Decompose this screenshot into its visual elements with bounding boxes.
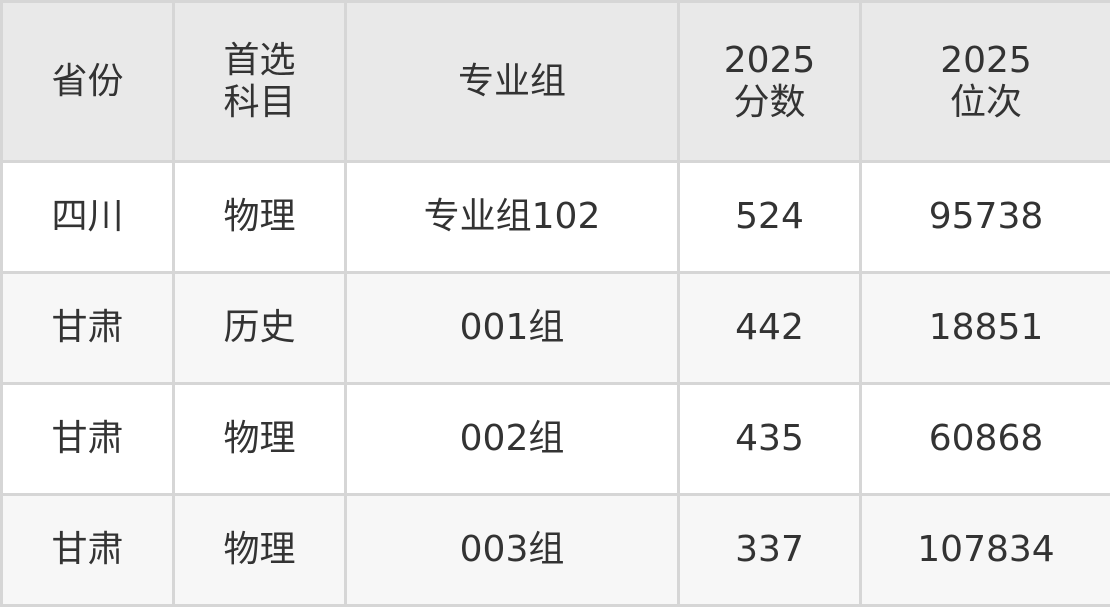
cell-rank: 18851 (861, 273, 1110, 384)
cell-score: 524 (679, 162, 861, 273)
header-line: 位次 (950, 82, 1022, 123)
cell-group: 001组 (346, 273, 679, 384)
cell-rank: 95738 (861, 162, 1110, 273)
table-row: 甘肃 物理 003组 337 107834 (2, 495, 1110, 606)
cell-rank: 60868 (861, 384, 1110, 495)
cell-group: 专业组102 (346, 162, 679, 273)
header-line: 2025 (940, 40, 1032, 81)
cell-subject: 物理 (174, 384, 346, 495)
cell-rank: 107834 (861, 495, 1110, 606)
cell-score: 435 (679, 384, 861, 495)
cell-group: 003组 (346, 495, 679, 606)
table-row: 甘肃 历史 001组 442 18851 (2, 273, 1110, 384)
cell-score: 442 (679, 273, 861, 384)
header-line: 省份 (51, 61, 123, 102)
cell-subject: 物理 (174, 162, 346, 273)
cell-province: 甘肃 (2, 273, 174, 384)
header-province: 省份 (2, 2, 174, 162)
header-line: 科目 (223, 82, 295, 123)
header-line: 2025 (724, 40, 816, 81)
cell-score: 337 (679, 495, 861, 606)
table-row: 四川 物理 专业组102 524 95738 (2, 162, 1110, 273)
cell-subject: 历史 (174, 273, 346, 384)
cell-group: 002组 (346, 384, 679, 495)
header-line: 专业组 (458, 61, 566, 102)
header-subject: 首选科目 (174, 2, 346, 162)
table-row: 甘肃 物理 002组 435 60868 (2, 384, 1110, 495)
header-line: 首选 (223, 40, 295, 81)
cell-province: 甘肃 (2, 495, 174, 606)
cell-province: 四川 (2, 162, 174, 273)
header-group: 专业组 (346, 2, 679, 162)
cell-subject: 物理 (174, 495, 346, 606)
cell-province: 甘肃 (2, 384, 174, 495)
header-line: 分数 (733, 82, 805, 123)
